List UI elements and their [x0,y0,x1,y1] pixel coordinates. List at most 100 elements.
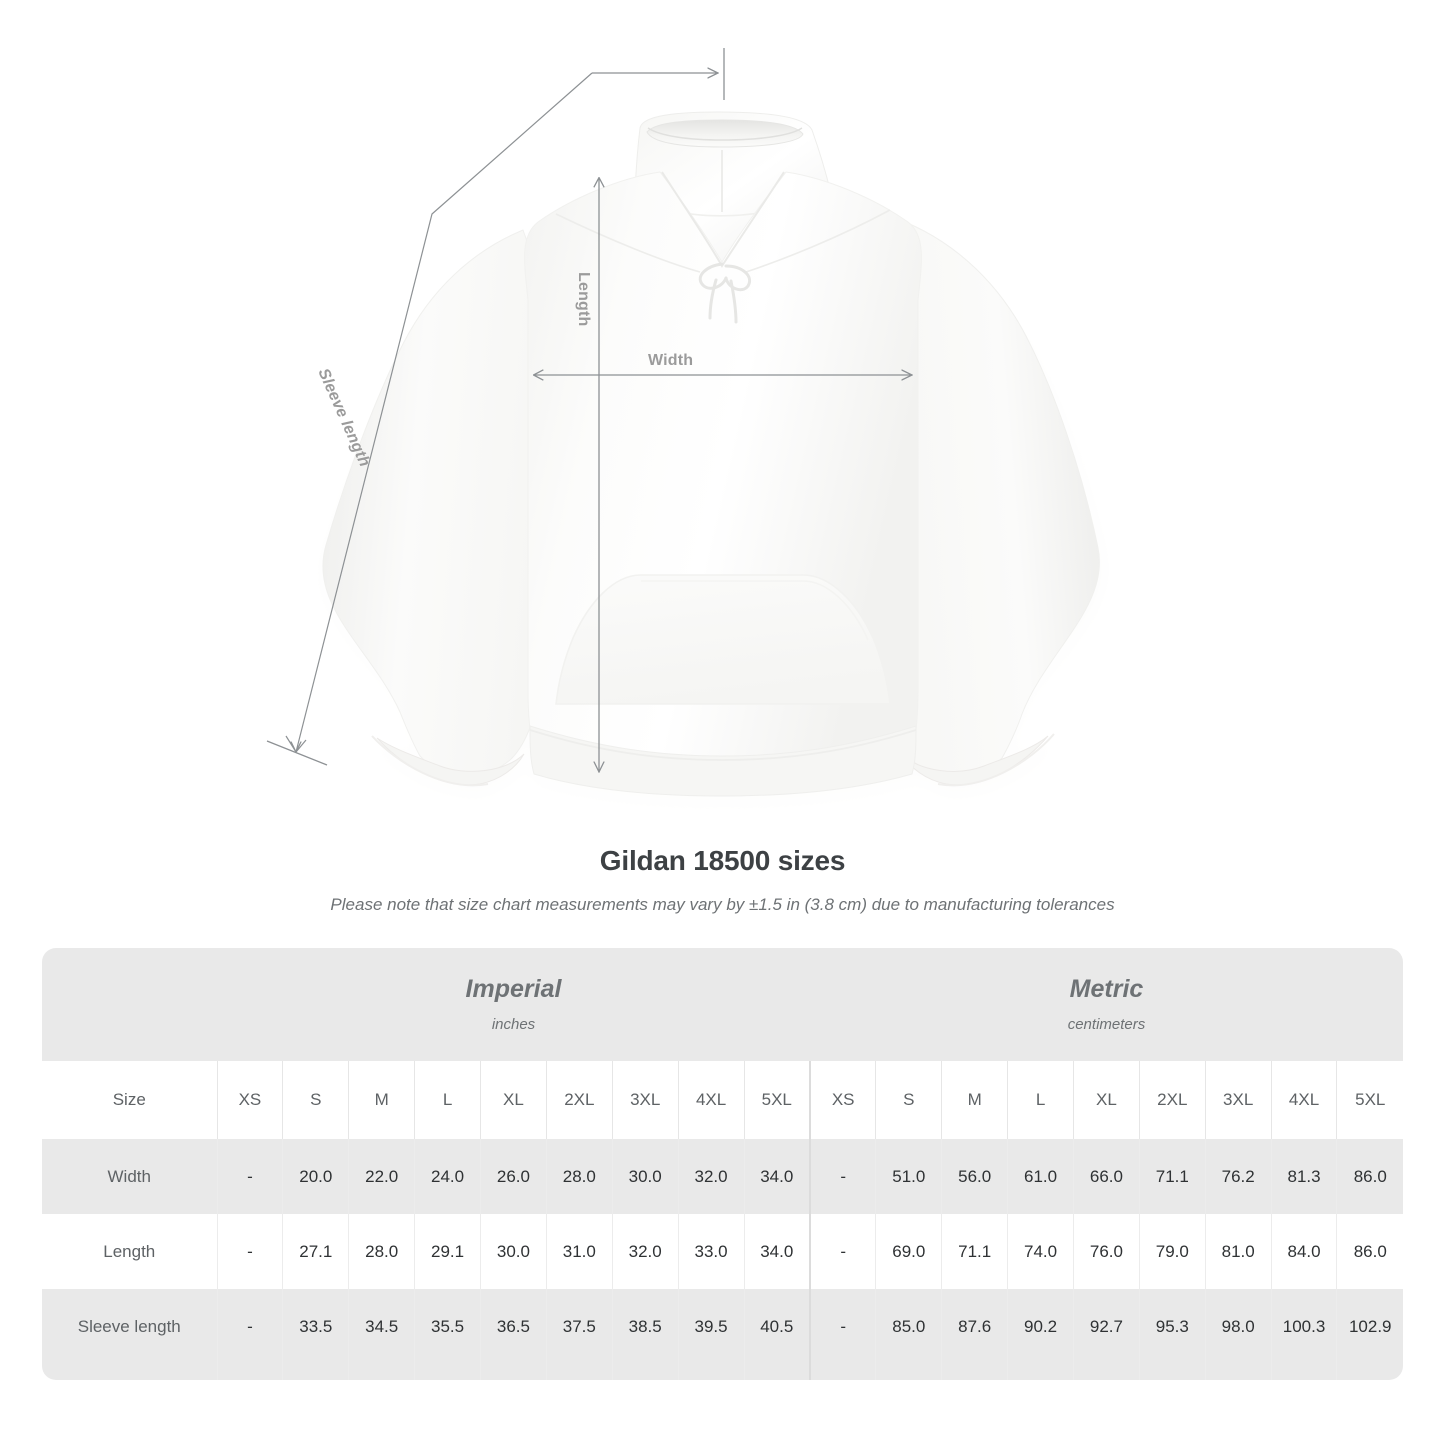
cell-width-imperial-xl: 26.0 [480,1139,547,1214]
table-row: Width -20.0 22.0 24.0 26.0 28.0 30.0 32.0 34.0-5… [42,1139,1403,1214]
cell-length-metric-3xl: 81.0 [1204,1214,1272,1289]
cell-length-imperial-2xl: 31.0 [545,1214,613,1289]
unit-banner-metric: Metric centimeters [809,948,1403,1061]
unit-banner-corner [42,948,217,1061]
cell-length-metric-l: 74.0 [1007,1214,1074,1289]
cell-sleeve-length-imperial-5xl: 40.5 [743,1289,810,1364]
cell-sleeve-length-metric-m: 87.6 [941,1289,1008,1364]
cell-sleeve-length-metric-4xl: 100.3 [1270,1289,1337,1364]
cell-width-imperial-2xl: 28.0 [545,1139,613,1214]
column-header-metric-m: M [941,1061,1008,1139]
cell-width-metric-s: 51.0 [875,1139,942,1214]
table-row: Sleeve length -33.5 34.5 35.5 36.5 37.5 38.5 39… [42,1289,1403,1364]
cell-sleeve-length-imperial-s: 33.5 [282,1289,349,1364]
cell-width-metric-2xl: 71.1 [1138,1139,1206,1214]
column-header-imperial-4xl: 4XL [677,1061,744,1139]
cell-width-imperial-m: 22.0 [348,1139,415,1214]
cell-sleeve-length-metric-3xl: 98.0 [1204,1289,1272,1364]
column-header-imperial-5xl: 5XL [743,1061,810,1139]
cell-width-metric-4xl: 81.3 [1270,1139,1337,1214]
cell-sleeve-length-imperial-xs: - [216,1289,283,1364]
cell-width-imperial-4xl: 32.0 [677,1139,744,1214]
cell-sleeve-length-imperial-2xl: 37.5 [545,1289,613,1364]
cell-sleeve-length-imperial-3xl: 38.5 [611,1289,679,1364]
cell-sleeve-length-imperial-m: 34.5 [348,1289,415,1364]
cell-width-metric-xl: 66.0 [1072,1139,1140,1214]
row-label-length: Length [42,1214,217,1289]
width-label: Width [648,352,694,369]
size-header-row: Size XS S M L XL 2XL 3XL 4XL 5XL XS S M L XL 2XL 3XL 4XL 5… [42,1061,1403,1139]
cell-length-metric-m: 71.1 [941,1214,1008,1289]
column-header-metric-4xl: 4XL [1270,1061,1337,1139]
cell-sleeve-length-imperial-l: 35.5 [414,1289,481,1364]
left-sleeve [322,229,561,778]
column-header-imperial-2xl: 2XL [545,1061,613,1139]
cell-sleeve-length-imperial-4xl: 39.5 [677,1289,744,1364]
cell-length-metric-xs: - [808,1214,876,1289]
unit-name-imperial: Imperial [465,975,562,1004]
cell-sleeve-length-metric-5xl: 102.9 [1336,1289,1403,1364]
cell-sleeve-length-metric-2xl: 95.3 [1138,1289,1206,1364]
unit-sub-imperial: inches [491,1015,536,1033]
column-header-metric-3xl: 3XL [1204,1061,1272,1139]
column-header-metric-2xl: 2XL [1138,1061,1206,1139]
cell-length-imperial-s: 27.1 [282,1214,349,1289]
cell-length-metric-xl: 76.0 [1072,1214,1140,1289]
column-header-imperial-xs: XS [216,1061,283,1139]
column-header-metric-l: L [1007,1061,1074,1139]
tolerance-note: Please note that size chart measurements… [330,895,1115,914]
sleeve-length-tick-bottom [266,740,328,766]
kangaroo-pocket [555,574,891,705]
unit-banner-imperial: Imperial inches [217,948,810,1061]
cell-sleeve-length-imperial-xl: 36.5 [480,1289,547,1364]
table-row: Length -27.1 28.0 29.1 30.0 31.0 32.0 33.0 34.0-… [42,1214,1403,1289]
length-label: Length [575,272,592,327]
row-label-sleeve-length: Sleeve length [42,1289,217,1364]
cell-length-imperial-xs: - [216,1214,283,1289]
cell-sleeve-length-metric-xl: 92.7 [1072,1289,1140,1364]
column-header-metric-xs: XS [808,1061,876,1139]
column-header-size: Size [42,1061,217,1139]
cell-width-imperial-s: 20.0 [282,1139,349,1214]
hoodie-illustration [266,48,1100,797]
hoodie-body-group [322,111,1100,797]
cell-width-imperial-xs: - [216,1139,283,1214]
cell-width-metric-m: 56.0 [941,1139,1008,1214]
unit-name-metric: Metric [1069,975,1144,1004]
unit-banner-row: Imperial inches Metric centimeters [42,948,1403,1061]
cell-length-imperial-3xl: 32.0 [611,1214,679,1289]
cell-length-imperial-l: 29.1 [414,1214,481,1289]
neckline [661,171,785,268]
cell-sleeve-length-metric-l: 90.2 [1007,1289,1074,1364]
column-header-metric-xl: XL [1072,1061,1140,1139]
cell-sleeve-length-metric-s: 85.0 [875,1289,942,1364]
cell-width-metric-3xl: 76.2 [1204,1139,1272,1214]
column-header-imperial-m: M [348,1061,415,1139]
cell-length-imperial-xl: 30.0 [480,1214,547,1289]
column-header-imperial-3xl: 3XL [611,1061,679,1139]
bottom-hem [529,725,917,797]
size-chart-table: Imperial inches Metric centimeters Size XS S M L… [42,948,1403,1380]
column-header-metric-5xl: 5XL [1336,1061,1403,1139]
page-title: Gildan 18500 sizes [599,845,846,876]
cell-length-metric-4xl: 84.0 [1270,1214,1337,1289]
cell-length-imperial-4xl: 33.0 [677,1214,744,1289]
cell-length-metric-s: 69.0 [875,1214,942,1289]
size-chart-table-wrap: Imperial inches Metric centimeters Size XS S M L… [42,948,1403,1380]
title-block: Gildan 18500 sizes Please note that size… [0,845,1445,915]
column-header-imperial-xl: XL [480,1061,547,1139]
row-label-width: Width [42,1139,217,1214]
size-diagram: Width Length Sleeve length [266,48,1100,797]
column-header-metric-s: S [875,1061,942,1139]
cell-width-imperial-5xl: 34.0 [743,1139,810,1214]
cell-width-metric-xs: - [808,1139,876,1214]
drawstring [698,262,751,324]
cell-length-imperial-m: 28.0 [348,1214,415,1289]
cell-length-metric-2xl: 79.0 [1138,1214,1206,1289]
unit-sub-metric: centimeters [1067,1015,1146,1033]
cell-sleeve-length-metric-xs: - [808,1289,876,1364]
cell-width-metric-5xl: 86.0 [1336,1139,1403,1214]
measurement-lines [266,48,912,772]
hood-inner [646,119,804,148]
column-header-imperial-s: S [282,1061,349,1139]
